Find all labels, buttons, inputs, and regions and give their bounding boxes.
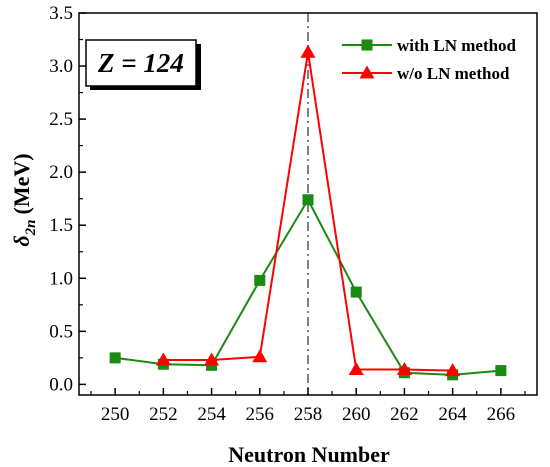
x-tick-label: 260	[342, 404, 371, 425]
legend-item-without-ln: w/o LN method	[342, 64, 510, 83]
data-point-without-ln	[252, 349, 268, 363]
y-tick-label: 2.0	[49, 162, 73, 183]
data-point-with-ln	[109, 352, 121, 364]
data-point-with-ln	[254, 274, 266, 286]
y-tick-label: 3.5	[49, 3, 73, 24]
y-axis-title-symbol: δ	[9, 235, 34, 246]
axes-layer: 250 252 254 256 258 260 262 264 266 0.0 0.5 1.0 1.5 2…	[49, 3, 538, 425]
x-tick-label: 254	[197, 404, 226, 425]
legend: with LN method w/o LN method	[342, 36, 517, 83]
data-point-with-ln	[350, 286, 362, 298]
z-annotation-label: Z = 124	[97, 48, 184, 78]
y-tick-label: 0.5	[49, 321, 73, 342]
x-tick-label: 264	[438, 404, 467, 425]
y-tick-label: 1.5	[49, 215, 73, 236]
legend-label-without-ln: w/o LN method	[397, 64, 510, 83]
plot-layer	[109, 13, 507, 395]
z-annotation-frame	[85, 39, 197, 87]
y-axis-title: δ2n (MeV)	[9, 153, 39, 246]
y-tick-label: 0.0	[49, 374, 73, 395]
legend-marker-without-ln	[359, 65, 375, 79]
y-axis-title-subscript: 2n	[23, 219, 39, 236]
legend-marker-with-ln	[361, 39, 373, 51]
y-tick-label: 1.0	[49, 268, 73, 289]
x-tick-label: 266	[487, 404, 516, 425]
x-tick-label: 250	[101, 404, 130, 425]
data-point-without-ln	[348, 362, 364, 376]
x-tick-label: 256	[246, 404, 275, 425]
data-point-without-ln	[204, 352, 220, 366]
data-point-without-ln	[445, 363, 461, 377]
legend-label-with-ln: with LN method	[397, 36, 517, 55]
x-axis-title: Neutron Number	[228, 442, 390, 467]
svg-text:δ2n(MeV): δ2n (MeV)	[9, 153, 39, 246]
data-point-without-ln	[155, 352, 171, 366]
x-tick-label: 252	[149, 404, 178, 425]
z-annotation-box: Z = 124	[85, 39, 201, 90]
data-point-without-ln	[396, 362, 412, 376]
z-annotation-shadow-bottom	[90, 86, 201, 90]
x-tick-label: 262	[390, 404, 419, 425]
y-tick-label: 3.0	[49, 56, 73, 77]
x-tick-label: 258	[294, 404, 323, 425]
data-point-with-ln	[302, 194, 314, 206]
y-tick-label: 2.5	[49, 109, 73, 130]
data-point-with-ln	[495, 365, 507, 377]
z-annotation-shadow-right	[196, 44, 201, 90]
y-axis-title-unit: (MeV)	[9, 153, 34, 214]
legend-item-with-ln: with LN method	[342, 36, 517, 55]
data-point-without-ln	[300, 44, 316, 58]
